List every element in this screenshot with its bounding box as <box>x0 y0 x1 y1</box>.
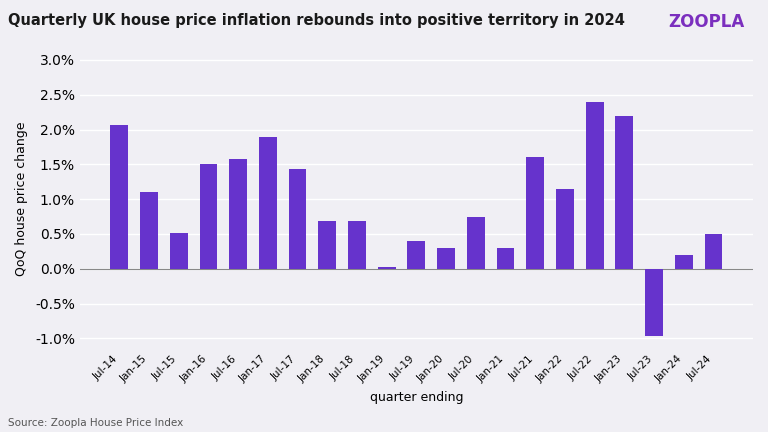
Bar <box>615 116 634 269</box>
Bar <box>467 216 485 269</box>
Text: ZOOPLA: ZOOPLA <box>668 13 744 31</box>
Bar <box>497 248 515 269</box>
Bar <box>586 102 604 269</box>
Bar <box>437 248 455 269</box>
Bar <box>378 267 396 269</box>
Bar <box>111 125 128 269</box>
Bar <box>645 269 663 336</box>
Bar <box>556 189 574 269</box>
Bar <box>229 159 247 269</box>
Bar <box>675 255 693 269</box>
X-axis label: quarter ending: quarter ending <box>369 391 463 404</box>
Bar <box>704 234 723 269</box>
Text: Quarterly UK house price inflation rebounds into positive territory in 2024: Quarterly UK house price inflation rebou… <box>8 13 624 28</box>
Bar <box>200 165 217 269</box>
Bar <box>140 192 158 269</box>
Bar <box>408 241 425 269</box>
Bar <box>319 222 336 269</box>
Bar <box>259 137 276 269</box>
Bar <box>348 222 366 269</box>
Text: Source: Zoopla House Price Index: Source: Zoopla House Price Index <box>8 418 183 428</box>
Bar <box>526 157 545 269</box>
Y-axis label: QoQ house price change: QoQ house price change <box>15 122 28 276</box>
Bar <box>289 169 306 269</box>
Bar <box>170 232 187 269</box>
